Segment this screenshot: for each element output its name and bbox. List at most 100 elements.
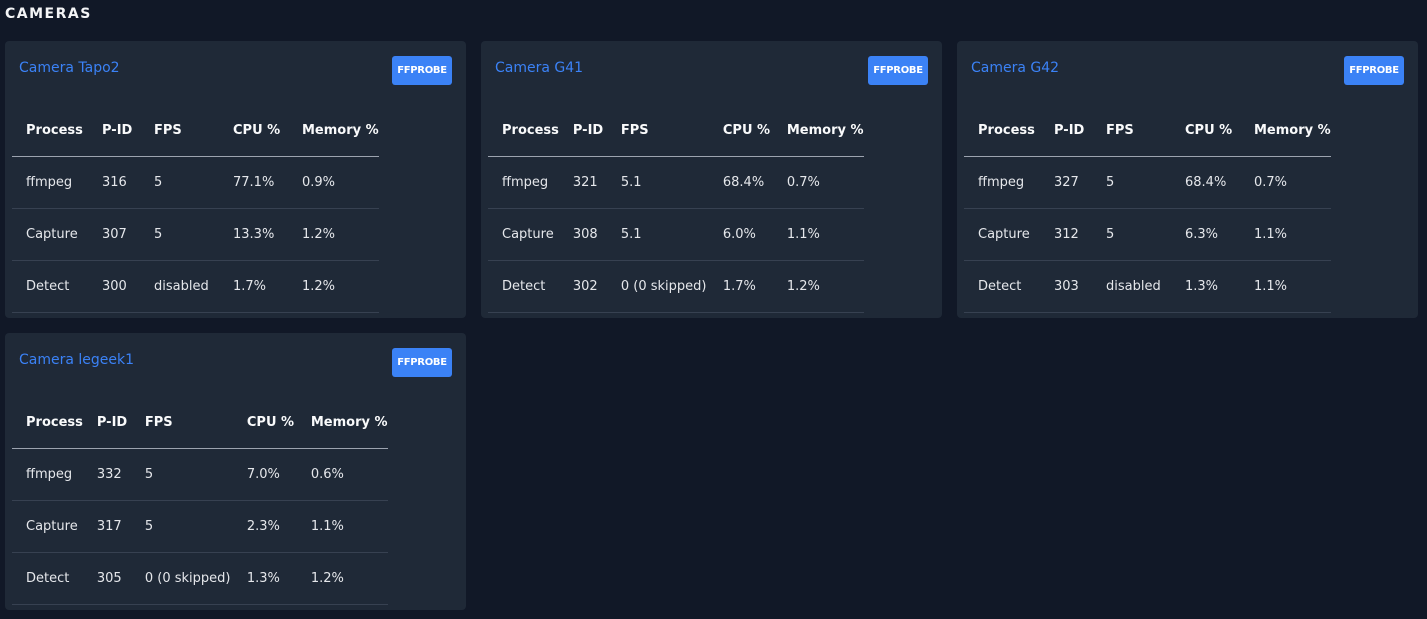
table-row: ffmpeg 321 5.1 68.4% 0.7%	[488, 156, 864, 209]
table-row: ffmpeg 316 5 77.1% 0.9%	[12, 156, 379, 209]
cell-process: Detect	[12, 260, 88, 313]
cell-memory: 1.1%	[772, 208, 864, 261]
camera-card: Camera G41 FFPROBE Process P-ID FPS CPU …	[481, 41, 942, 318]
cell-cpu: 7.0%	[232, 448, 297, 501]
column-header-memory: Memory %	[296, 397, 388, 449]
column-header-cpu: CPU %	[708, 105, 773, 157]
table-row: Capture 307 5 13.3% 1.2%	[12, 208, 379, 261]
cell-cpu: 1.3%	[1171, 260, 1240, 313]
cell-fps: 5	[140, 208, 219, 261]
cell-fps: 5	[130, 448, 233, 501]
cell-pid: 332	[82, 448, 131, 501]
cell-cpu: 1.3%	[232, 552, 297, 605]
table-header-row: Process P-ID FPS CPU % Memory %	[12, 105, 379, 157]
camera-card: Camera G42 FFPROBE Process P-ID FPS CPU …	[957, 41, 1418, 318]
cell-memory: 1.1%	[1240, 260, 1331, 313]
table-row: ffmpeg 327 5 68.4% 0.7%	[964, 156, 1331, 209]
cell-cpu: 2.3%	[232, 500, 297, 553]
table-header-row: Process P-ID FPS CPU % Memory %	[488, 105, 864, 157]
cell-cpu: 1.7%	[219, 260, 288, 313]
camera-title[interactable]: Camera legeek1	[19, 352, 135, 368]
section-title: CAMERAS	[5, 6, 92, 22]
column-header-process: Process	[12, 397, 83, 449]
column-header-fps: FPS	[140, 105, 219, 157]
camera-title[interactable]: Camera G42	[971, 60, 1060, 76]
cell-cpu: 77.1%	[219, 156, 288, 209]
cell-process: Capture	[488, 208, 559, 261]
cell-fps: 0 (0 skipped)	[130, 552, 233, 605]
camera-card-header: Camera G41 FFPROBE	[481, 41, 942, 97]
cell-memory: 1.1%	[296, 500, 388, 553]
cell-pid: 321	[558, 156, 607, 209]
cell-cpu: 68.4%	[1171, 156, 1240, 209]
column-header-fps: FPS	[606, 105, 709, 157]
cell-process: ffmpeg	[12, 448, 83, 501]
cell-pid: 312	[1040, 208, 1092, 261]
cell-memory: 1.2%	[288, 208, 379, 261]
column-header-memory: Memory %	[1240, 105, 1331, 157]
cell-memory: 0.6%	[296, 448, 388, 501]
cell-pid: 303	[1040, 260, 1092, 313]
process-table: Process P-ID FPS CPU % Memory % ffmpeg 3…	[964, 105, 1331, 313]
table-header-row: Process P-ID FPS CPU % Memory %	[12, 397, 388, 449]
column-header-pid: P-ID	[1040, 105, 1092, 157]
table-row: Detect 302 0 (0 skipped) 1.7% 1.2%	[488, 260, 864, 313]
cell-memory: 1.1%	[1240, 208, 1331, 261]
cell-process: ffmpeg	[488, 156, 559, 209]
table-row: Detect 303 disabled 1.3% 1.1%	[964, 260, 1331, 313]
cell-process: ffmpeg	[12, 156, 88, 209]
camera-card: Camera legeek1 FFPROBE Process P-ID FPS …	[5, 333, 466, 610]
cell-fps: 5	[140, 156, 219, 209]
cell-memory: 0.9%	[288, 156, 379, 209]
camera-title[interactable]: Camera G41	[495, 60, 584, 76]
column-header-cpu: CPU %	[1171, 105, 1240, 157]
cell-cpu: 1.7%	[708, 260, 773, 313]
cell-memory: 0.7%	[772, 156, 864, 209]
table-row: Capture 317 5 2.3% 1.1%	[12, 500, 388, 553]
column-header-fps: FPS	[1092, 105, 1171, 157]
cell-cpu: 6.3%	[1171, 208, 1240, 261]
cell-fps: disabled	[1092, 260, 1171, 313]
camera-title[interactable]: Camera Tapo2	[19, 60, 120, 76]
cell-process: Capture	[964, 208, 1040, 261]
cell-pid: 316	[88, 156, 140, 209]
cell-memory: 0.7%	[1240, 156, 1331, 209]
ffprobe-button[interactable]: FFPROBE	[1344, 56, 1404, 85]
cell-memory: 1.2%	[296, 552, 388, 605]
cell-pid: 327	[1040, 156, 1092, 209]
cell-process: Capture	[12, 208, 88, 261]
table-header-row: Process P-ID FPS CPU % Memory %	[964, 105, 1331, 157]
cell-cpu: 6.0%	[708, 208, 773, 261]
column-header-process: Process	[488, 105, 559, 157]
table-row: Capture 312 5 6.3% 1.1%	[964, 208, 1331, 261]
process-table: Process P-ID FPS CPU % Memory % ffmpeg 3…	[12, 397, 388, 605]
camera-card-header: Camera Tapo2 FFPROBE	[5, 41, 466, 97]
ffprobe-button[interactable]: FFPROBE	[868, 56, 928, 85]
cell-memory: 1.2%	[772, 260, 864, 313]
table-row: Capture 308 5.1 6.0% 1.1%	[488, 208, 864, 261]
cell-process: Capture	[12, 500, 83, 553]
cell-fps: 5.1	[606, 156, 709, 209]
cell-fps: disabled	[140, 260, 219, 313]
cell-process: Detect	[12, 552, 83, 605]
cell-fps: 5	[130, 500, 233, 553]
camera-card-header: Camera legeek1 FFPROBE	[5, 333, 466, 389]
column-header-pid: P-ID	[82, 397, 131, 449]
column-header-pid: P-ID	[558, 105, 607, 157]
column-header-process: Process	[12, 105, 88, 157]
table-row: ffmpeg 332 5 7.0% 0.6%	[12, 448, 388, 501]
cell-pid: 302	[558, 260, 607, 313]
cell-pid: 305	[82, 552, 131, 605]
cell-pid: 307	[88, 208, 140, 261]
column-header-cpu: CPU %	[219, 105, 288, 157]
camera-card: Camera Tapo2 FFPROBE Process P-ID FPS CP…	[5, 41, 466, 318]
ffprobe-button[interactable]: FFPROBE	[392, 348, 452, 377]
ffprobe-button[interactable]: FFPROBE	[392, 56, 452, 85]
camera-card-header: Camera G42 FFPROBE	[957, 41, 1418, 97]
column-header-memory: Memory %	[772, 105, 864, 157]
column-header-process: Process	[964, 105, 1040, 157]
table-row: Detect 300 disabled 1.7% 1.2%	[12, 260, 379, 313]
column-header-memory: Memory %	[288, 105, 379, 157]
column-header-pid: P-ID	[88, 105, 140, 157]
table-row: Detect 305 0 (0 skipped) 1.3% 1.2%	[12, 552, 388, 605]
